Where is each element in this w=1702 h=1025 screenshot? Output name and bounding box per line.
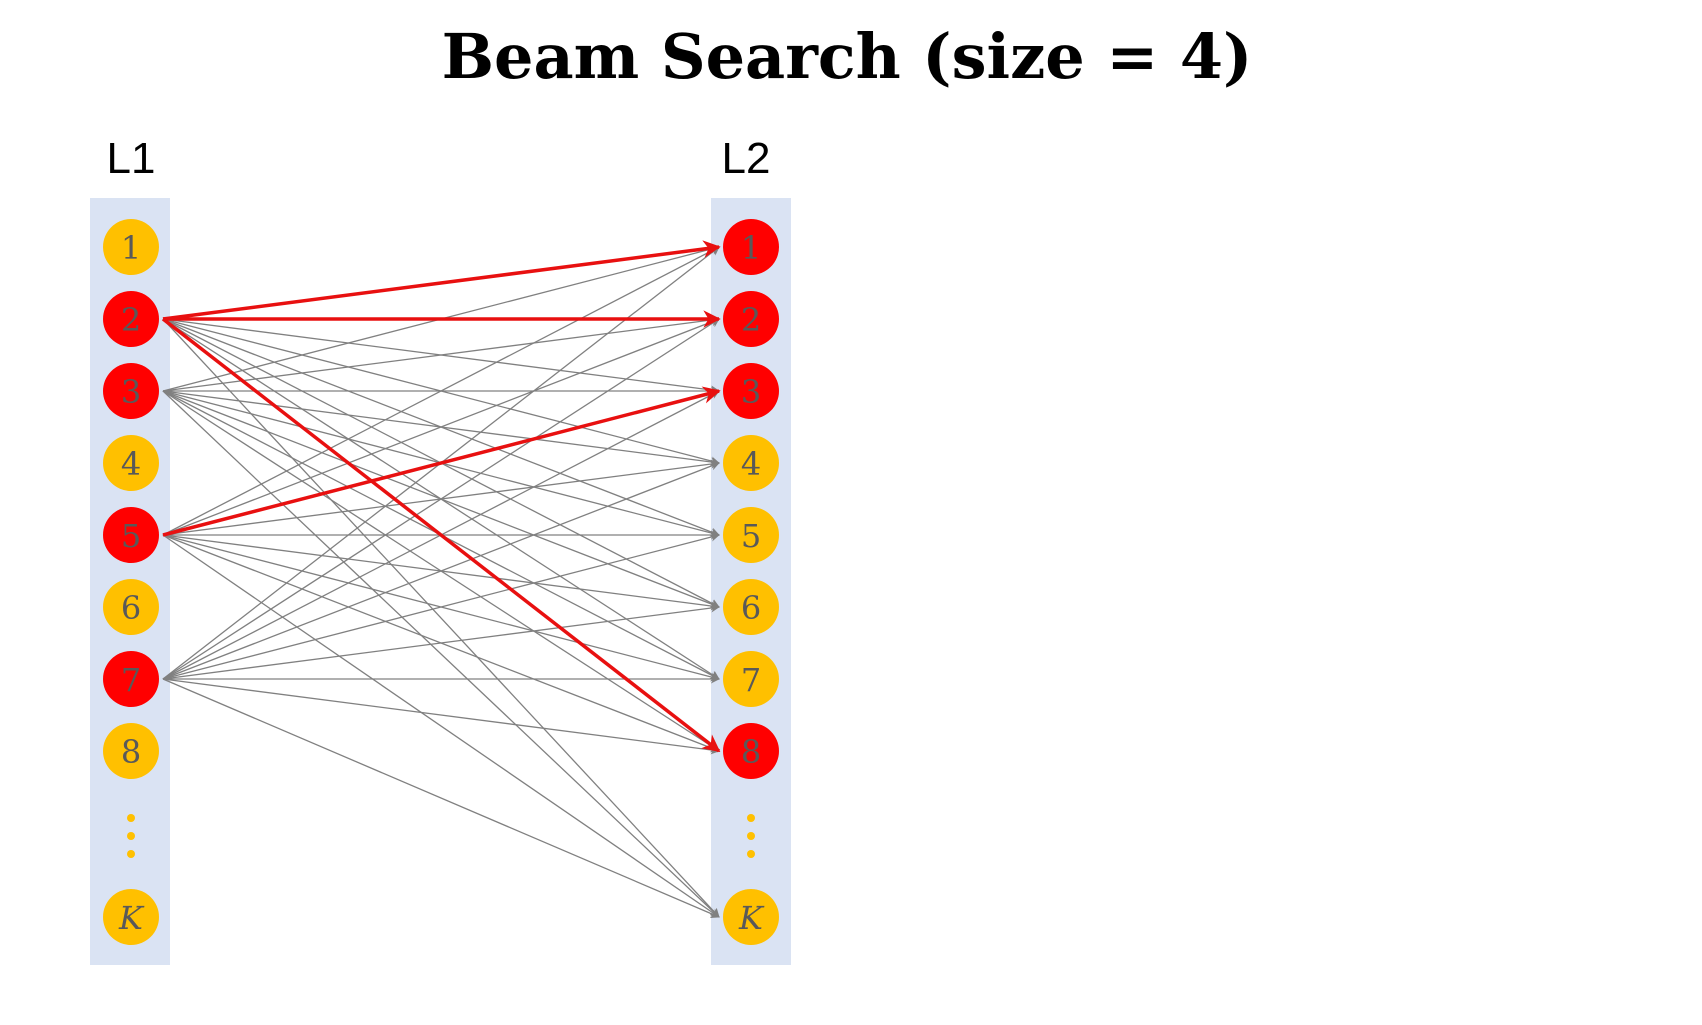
l1-node-circle xyxy=(103,291,159,347)
l2-node-5: 5 xyxy=(723,507,779,563)
l2-node-label: 6 xyxy=(741,589,761,627)
l2-node-circle xyxy=(723,363,779,419)
l1-node-circle xyxy=(103,363,159,419)
l2-node-2: 2 xyxy=(723,291,779,347)
edge-3-to-K xyxy=(162,390,720,918)
l2-node-label: 8 xyxy=(741,733,761,771)
l1-node-label: 5 xyxy=(121,517,141,555)
selected-edge-5-to-3 xyxy=(162,386,721,537)
l1-ellipsis-dot xyxy=(127,850,135,858)
l2-node-label: 3 xyxy=(741,373,761,411)
l2-node-6: 6 xyxy=(723,579,779,635)
l1-node-circle xyxy=(103,435,159,491)
l1-node-k: K xyxy=(103,889,159,945)
l2-ellipsis-dot xyxy=(747,850,755,858)
l2-node-8: 8 xyxy=(723,723,779,779)
l1-node-label: 3 xyxy=(121,373,141,411)
l2-node-7: 7 xyxy=(723,651,779,707)
l1-node-circle xyxy=(103,889,159,945)
l1-node-label: 4 xyxy=(121,445,141,483)
l2-ellipsis-dot xyxy=(747,814,755,822)
l1-node-5: 5 xyxy=(103,507,159,563)
l1-node-3: 3 xyxy=(103,363,159,419)
edges-unselected xyxy=(162,244,720,918)
l2-node-circle xyxy=(723,723,779,779)
selected-edge-2-to-8 xyxy=(161,317,721,753)
l1-node-8: 8 xyxy=(103,723,159,779)
l2-node-3: 3 xyxy=(723,363,779,419)
l2-node-label: 1 xyxy=(741,229,761,267)
l1-node-circle xyxy=(103,507,159,563)
l1-node-label: 1 xyxy=(121,229,141,267)
l2-node-label: K xyxy=(738,899,765,937)
l2-node-label: 4 xyxy=(741,445,761,483)
l2-node-circle xyxy=(723,435,779,491)
edge-5-to-K xyxy=(162,534,720,918)
edge-7-to-8 xyxy=(162,678,720,755)
l2-node-circle xyxy=(723,579,779,635)
l1-node-7: 7 xyxy=(103,651,159,707)
l1-node-circle xyxy=(103,219,159,275)
edge-7-to-2 xyxy=(162,318,720,680)
l1-node-circle xyxy=(103,651,159,707)
l1-node-label: 7 xyxy=(121,661,141,699)
l1-node-circle xyxy=(103,723,159,779)
l2-node-1: 1 xyxy=(723,219,779,275)
l2-node-circle xyxy=(723,291,779,347)
l2-node-k: K xyxy=(723,889,779,945)
l2-node-circle xyxy=(723,651,779,707)
l2-node-circle xyxy=(723,219,779,275)
selected-edge-2-to-1 xyxy=(162,240,721,321)
edge-7-to-4 xyxy=(162,461,720,680)
l1-node-circle xyxy=(103,579,159,635)
edge-3-to-2 xyxy=(162,315,720,392)
edge-5-to-1 xyxy=(162,246,720,536)
edge-7-to-K xyxy=(162,678,720,918)
diagram-title: Beam Search (size = 4) xyxy=(442,20,1253,93)
l2-node-circle xyxy=(723,507,779,563)
l1-node-2: 2 xyxy=(103,291,159,347)
l2-ellipsis: ⋮ xyxy=(747,814,755,858)
l2-node-label: 7 xyxy=(741,661,761,699)
nodes: 1 2 3 4 5 6 7 8 ⋮ K 1 2 3 4 5 6 7 8 ⋮ K xyxy=(103,219,779,945)
l1-node-6: 6 xyxy=(103,579,159,635)
layer-l2-label: L2 xyxy=(722,134,771,183)
edge-7-to-6 xyxy=(162,603,720,680)
l2-node-circle xyxy=(723,889,779,945)
l2-node-label: 5 xyxy=(741,517,761,555)
edge-2-to-K xyxy=(162,318,720,918)
l2-node-label: 2 xyxy=(741,301,761,339)
l1-node-label: 8 xyxy=(121,733,141,771)
edge-5-to-2 xyxy=(162,317,720,536)
l1-node-4: 4 xyxy=(103,435,159,491)
l1-ellipsis: ⋮ xyxy=(127,814,135,858)
l2-ellipsis-dot xyxy=(747,832,755,840)
l1-ellipsis-dot xyxy=(127,814,135,822)
layer-l1-label: L1 xyxy=(107,134,156,183)
l1-node-label: K xyxy=(118,899,145,937)
l1-node-1: 1 xyxy=(103,219,159,275)
l2-node-4: 4 xyxy=(723,435,779,491)
edge-7-to-5 xyxy=(162,532,720,680)
l1-node-label: 6 xyxy=(121,589,141,627)
l1-ellipsis-dot xyxy=(127,832,135,840)
l1-node-label: 2 xyxy=(121,301,141,339)
edges-selected xyxy=(161,240,721,753)
